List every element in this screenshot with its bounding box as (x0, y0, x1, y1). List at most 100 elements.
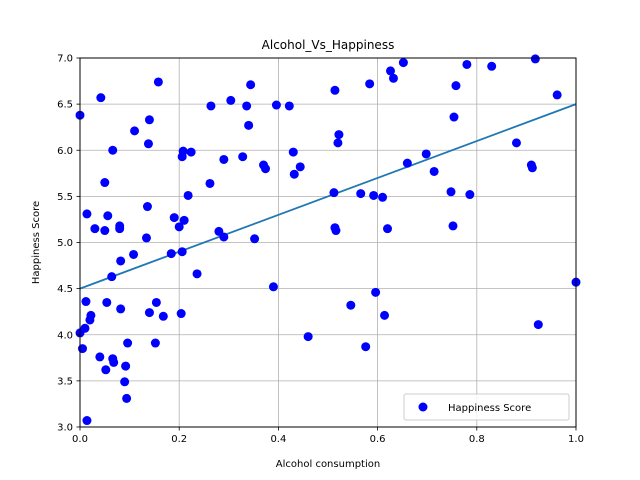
data-point (289, 169, 299, 179)
data-point (100, 226, 110, 236)
y-tick-label: 6.0 (57, 146, 73, 157)
data-point (346, 300, 356, 310)
data-point (378, 192, 388, 202)
y-axis-label: Happiness Score (31, 201, 42, 284)
data-point (449, 112, 459, 122)
data-point (246, 80, 256, 90)
data-point (107, 272, 117, 282)
data-point (242, 101, 252, 111)
data-point (80, 323, 90, 333)
y-axis-ticks: 3.0 3.5 4.0 4.5 5.0 5.5 6.0 6.5 7.0 (57, 54, 80, 434)
x-tick-label: 0.6 (370, 434, 386, 445)
data-point (77, 344, 87, 354)
y-tick-label: 4.5 (57, 284, 73, 295)
data-point (530, 54, 540, 64)
fit-line-layer (79, 103, 577, 290)
data-point (141, 233, 151, 243)
y-tick-label: 6.5 (57, 100, 73, 111)
y-tick-label: 3.0 (57, 423, 73, 434)
data-point (446, 187, 456, 197)
data-point (153, 77, 163, 87)
data-point (421, 149, 431, 159)
data-point (86, 310, 96, 320)
x-tick-label: 0.2 (171, 434, 187, 445)
data-point (226, 95, 236, 105)
data-point (295, 162, 305, 172)
data-point (261, 164, 271, 174)
data-point (116, 256, 126, 266)
chart-title: Alcohol_Vs_Happiness (262, 38, 395, 52)
data-point (451, 81, 461, 91)
data-point (176, 309, 186, 319)
legend: Happiness Score (403, 393, 570, 421)
data-point (179, 215, 189, 225)
data-point (356, 189, 366, 199)
data-point (174, 222, 184, 232)
data-point (385, 66, 395, 76)
data-point (192, 269, 202, 279)
data-point (333, 138, 343, 148)
data-point (487, 61, 497, 71)
data-point (250, 234, 260, 244)
data-point (402, 158, 412, 168)
data-point (329, 188, 339, 198)
data-point (115, 224, 125, 234)
data-point (144, 308, 154, 318)
data-point (219, 154, 229, 164)
data-point (244, 120, 254, 130)
x-tick-label: 0.8 (469, 434, 485, 445)
data-point (177, 247, 187, 257)
data-point (102, 297, 112, 307)
data-point (288, 147, 298, 157)
data-point (388, 73, 398, 83)
data-point (166, 249, 176, 259)
x-tick-label: 1.0 (568, 434, 584, 445)
data-point (205, 178, 215, 188)
legend-box (403, 393, 570, 421)
data-point (178, 146, 188, 156)
data-point (95, 352, 105, 362)
data-point (186, 147, 196, 157)
data-point (143, 139, 153, 149)
data-point (380, 310, 390, 320)
data-point (334, 130, 344, 140)
x-tick-label: 0.0 (72, 434, 88, 445)
data-point (365, 79, 375, 89)
x-tick-label: 0.4 (270, 434, 286, 445)
y-tick-label: 5.5 (57, 192, 73, 203)
data-point (96, 93, 106, 103)
data-point (82, 416, 92, 426)
data-point (330, 85, 340, 95)
data-point (271, 100, 281, 110)
data-point (101, 365, 111, 375)
data-point (150, 338, 160, 348)
data-point (183, 190, 193, 200)
legend-marker (418, 402, 428, 412)
data-point (142, 202, 152, 212)
data-point (527, 163, 537, 173)
data-point (122, 393, 132, 403)
data-point (462, 59, 472, 69)
data-point (533, 320, 543, 330)
data-point (429, 166, 439, 176)
data-point (90, 224, 100, 234)
data-point (511, 138, 521, 148)
data-point (169, 213, 179, 223)
data-point (238, 152, 248, 162)
data-point (369, 190, 379, 200)
data-point (123, 338, 133, 348)
x-axis-ticks: 0.0 0.2 0.4 0.6 0.8 1.0 (72, 427, 584, 445)
data-point (129, 249, 139, 259)
y-tick-label: 3.5 (57, 376, 73, 387)
data-point (158, 311, 168, 321)
data-point (144, 115, 154, 125)
data-point (151, 297, 161, 307)
data-point (103, 211, 113, 221)
data-point (109, 357, 119, 367)
y-tick-label: 4.0 (57, 330, 73, 341)
data-point (268, 282, 278, 292)
data-point (219, 232, 229, 242)
data-point (82, 209, 92, 219)
data-point (361, 342, 371, 352)
